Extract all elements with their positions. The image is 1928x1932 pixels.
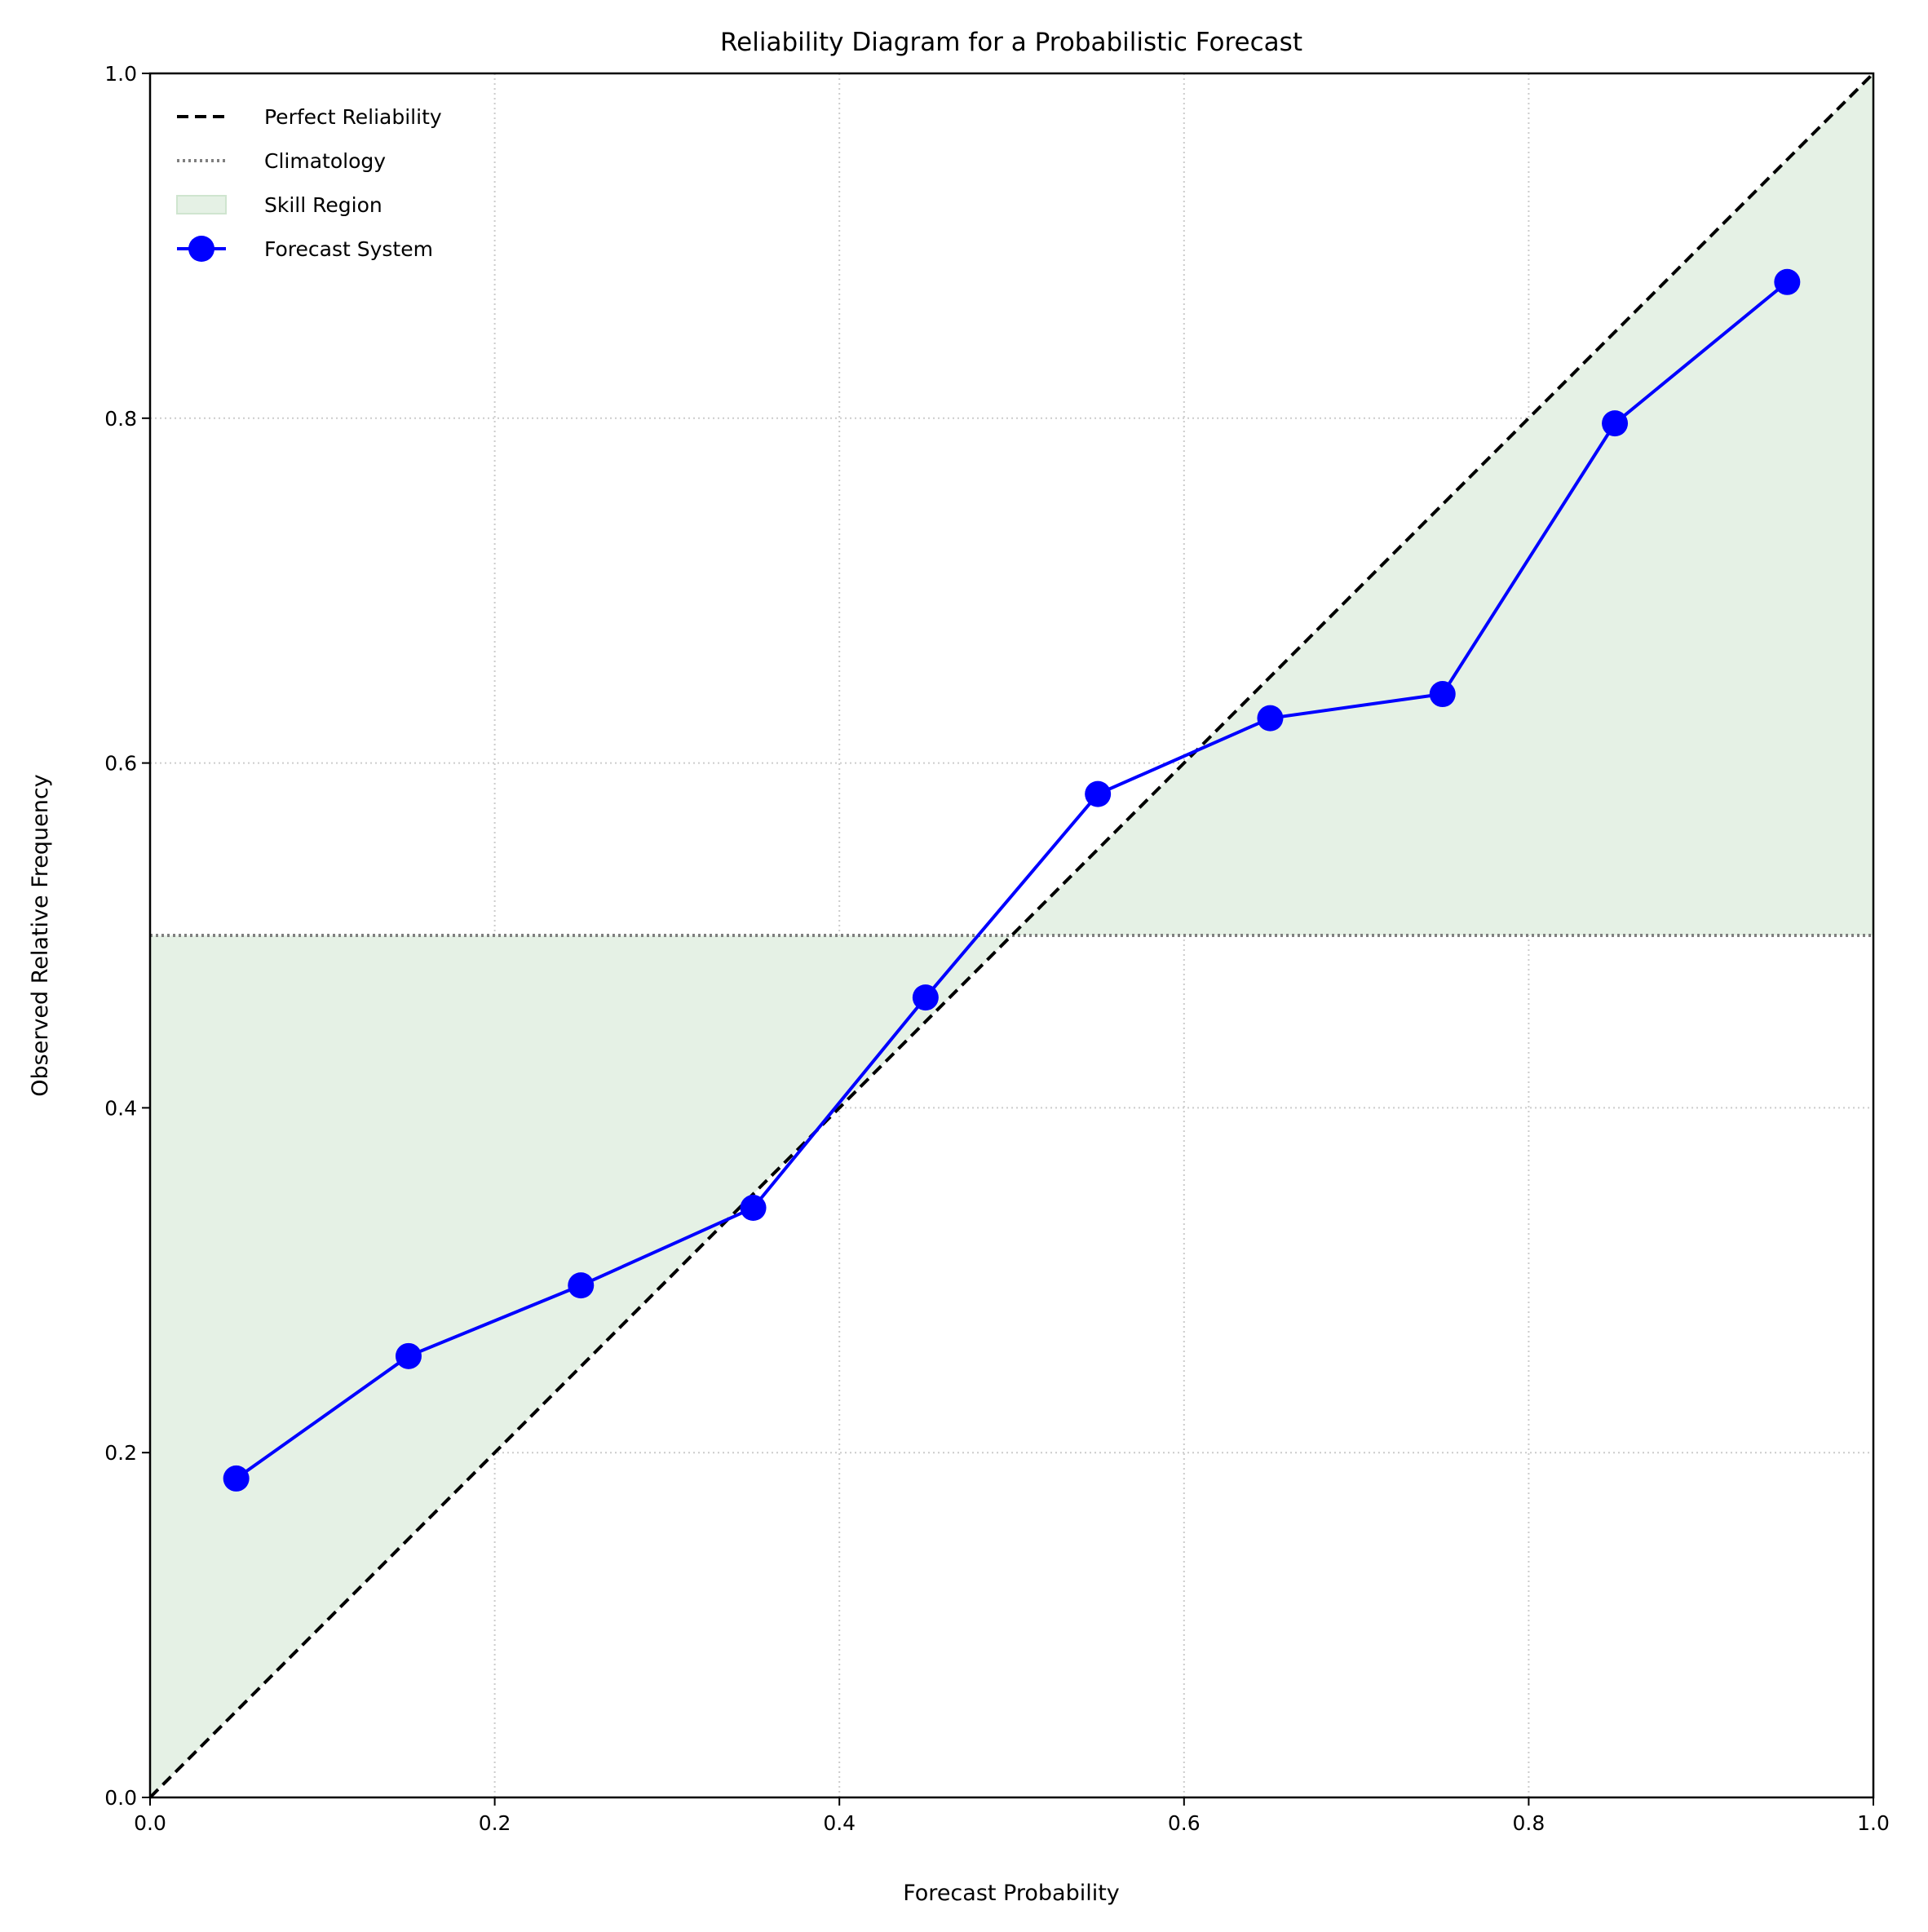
forecast-point xyxy=(912,984,939,1011)
chart-title: Reliability Diagram for a Probabilistic … xyxy=(720,28,1302,57)
legend-label: Climatology xyxy=(264,149,386,173)
ticks: 0.0 0.2 0.4 0.6 0.8 1.0 0.0 0.2 0.4 0.6 0.8 1.0 xyxy=(104,62,1890,1835)
x-tick-label: 0.2 xyxy=(479,1811,511,1835)
y-tick-label: 0.8 xyxy=(104,407,137,431)
legend-forecast-marker xyxy=(188,236,214,262)
forecast-point xyxy=(1257,705,1284,732)
x-tick-label: 0.4 xyxy=(823,1811,856,1835)
legend-label: Forecast System xyxy=(264,237,433,261)
forecast-series xyxy=(223,268,1801,1492)
y-tick-label: 0.6 xyxy=(104,752,137,776)
forecast-point xyxy=(1429,681,1456,708)
y-tick-label: 1.0 xyxy=(104,62,137,86)
legend: Perfect Reliability Climatology Skill Regi… xyxy=(176,105,442,262)
x-axis-label: Forecast Probability xyxy=(903,1881,1120,1906)
y-tick-label: 0.4 xyxy=(104,1096,137,1120)
forecast-point xyxy=(1602,410,1629,437)
forecast-point xyxy=(740,1195,767,1222)
legend-label: Skill Region xyxy=(264,193,383,217)
forecast-point xyxy=(1085,780,1112,807)
x-tick-label: 0.0 xyxy=(134,1811,166,1835)
y-axis-label: Observed Relative Frequency xyxy=(28,774,53,1096)
x-tick-label: 0.6 xyxy=(1168,1811,1201,1835)
forecast-point xyxy=(568,1272,595,1299)
forecast-point xyxy=(395,1342,422,1369)
y-tick-label: 0.2 xyxy=(104,1441,137,1465)
y-tick-label: 0.0 xyxy=(104,1786,137,1810)
axes-frame xyxy=(148,72,1875,1799)
legend-label: Perfect Reliability xyxy=(264,105,442,129)
legend-skill-swatch xyxy=(176,195,227,214)
forecast-point xyxy=(1774,268,1801,295)
forecast-point xyxy=(223,1465,250,1492)
x-tick-label: 1.0 xyxy=(1857,1811,1890,1835)
perfect-reliability-line xyxy=(148,72,1875,1799)
x-tick-label: 0.8 xyxy=(1513,1811,1545,1835)
skill-region xyxy=(150,73,1873,1797)
forecast-line xyxy=(235,281,1789,1480)
